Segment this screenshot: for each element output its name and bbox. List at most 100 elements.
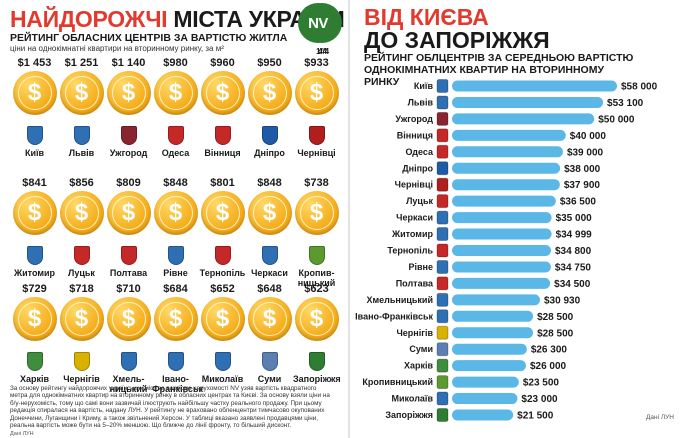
bar (452, 129, 566, 141)
left-footnote: За основу рейтингу найдорожчих українськ… (10, 385, 330, 430)
city-crest-icon (73, 352, 90, 371)
city-crest-icon (214, 352, 231, 371)
panel-divider (348, 0, 350, 438)
city-crest-icon (436, 292, 449, 307)
city-crest-icon (436, 342, 449, 357)
dollar-coin-icon: $ (12, 191, 57, 235)
bar-category-label: Хмельницький (366, 295, 433, 305)
dollar-coin-icon: $ (106, 71, 151, 115)
bar-value-label: $23 500 (523, 378, 560, 389)
city-crest-icon (26, 352, 43, 371)
city-name-label: Дніпро (254, 148, 285, 158)
city-name-label: Черкаси (251, 268, 288, 278)
bar-category-label: Житомир (391, 229, 434, 239)
bar (452, 360, 526, 372)
coin-price-label: $718 (69, 283, 94, 295)
city-cell: $801 $ Тернопіль (199, 177, 246, 278)
right-title-line2: ДО ЗАПОРІЖЖЯ (364, 27, 550, 53)
bar-value-label: $28 500 (537, 312, 574, 323)
bar-category-label: Суми (409, 344, 433, 354)
dollar-coin-icon: $ (294, 191, 339, 235)
bar-category-label: Львів (408, 97, 434, 107)
city-cell: $623 $ Запоріжжя (293, 283, 341, 384)
bar (452, 261, 551, 273)
coin-price-label: $960 (210, 57, 235, 69)
city-crest-icon (261, 246, 278, 265)
city-crest-icon (436, 161, 449, 176)
bar (452, 96, 604, 108)
bar (452, 393, 518, 405)
city-cell: $950 $ Дніпро (246, 57, 293, 158)
city-cell: $648 $ Суми (246, 283, 293, 384)
coin-price-label: $1 140 (111, 57, 146, 69)
bar-category-label: Харків (404, 361, 434, 371)
bar-value-label: $34 800 (555, 246, 592, 257)
city-crest-icon (436, 276, 449, 291)
city-crest-icon (167, 246, 184, 265)
city-crest-icon (436, 408, 449, 422)
bar-value-label: $39 000 (567, 147, 604, 158)
bar (452, 113, 595, 125)
city-crest-icon (167, 126, 184, 145)
dollar-coin-icon: $ (294, 71, 339, 115)
city-crest-icon (26, 246, 43, 265)
coin-price-label: $841 (22, 177, 47, 189)
city-cell: $1 140 $ Ужгород (105, 57, 152, 158)
city-crest-icon (26, 126, 43, 145)
city-name-label: Чернігів (63, 374, 100, 384)
coin-price-label: $684 (163, 283, 188, 295)
city-crest-icon (120, 126, 137, 145)
coin-price-label: $856 (69, 177, 94, 189)
bar (452, 409, 514, 421)
dollar-coin-icon: $ (294, 297, 339, 341)
dollar-coin-icon: $ (200, 297, 245, 341)
city-crest-icon (436, 259, 449, 274)
city-cell: $809 $ Полтава (105, 177, 152, 278)
dollar-coin-icon: $ (247, 71, 292, 115)
bar-value-label: $34 999 (556, 230, 593, 241)
bar-value-label: $26 300 (531, 345, 568, 356)
right-source: Дані ЛУН (646, 414, 674, 421)
bar-value-label: $34 750 (555, 262, 592, 273)
bar-value-label: $37 900 (564, 180, 601, 191)
bar (452, 245, 551, 256)
coin-price-label: $738 (304, 177, 329, 189)
dollar-coin-icon: $ (12, 71, 57, 115)
city-name-label: Одеса (161, 148, 190, 158)
bar-value-label: $30 930 (544, 295, 581, 306)
bar-value-label: $34 500 (554, 279, 591, 290)
city-crest-icon (214, 246, 231, 265)
city-name-label: Вінниця (204, 148, 241, 158)
city-crest-icon (436, 144, 449, 159)
city-name-label: Полтава (109, 268, 148, 278)
right-page-indicator: 4/4 (318, 47, 330, 56)
coin-price-label: $980 (163, 57, 188, 69)
dollar-coin-icon: $ (59, 297, 104, 341)
bar-value-label: $36 500 (560, 197, 597, 208)
city-crest-icon (436, 309, 449, 324)
bar-category-label: Черкаси (396, 213, 433, 223)
left-source: Дані ЛУН (10, 431, 34, 437)
city-crest-icon (261, 352, 278, 371)
bar-category-label: Чернівці (395, 180, 433, 190)
city-cell: $1 453 $ Київ (11, 57, 58, 158)
city-crest-icon (167, 352, 184, 371)
coin-price-label: $933 (304, 57, 329, 69)
left-page-indicator: 1/4 (316, 47, 328, 56)
bar-chart: Київ $58 000 Львів $53 100 Ужгород $50 000 Він… (355, 79, 658, 422)
city-cell: $933 $ Чернівці (293, 57, 340, 158)
bar-category-label: Київ (414, 81, 434, 91)
bar-value-label: $40 000 (570, 131, 607, 142)
city-crest-icon (436, 128, 449, 143)
dollar-coin-icon: $ (59, 71, 104, 115)
bar-category-label: Чернігів (396, 328, 433, 338)
bar-category-label: Івано-Франківськ (355, 311, 433, 321)
city-crest-icon (436, 177, 449, 192)
bar (452, 212, 552, 224)
bar-value-label: $28 500 (537, 328, 574, 339)
city-cell: $652 $ Миколаїв (199, 283, 246, 384)
dollar-coin-icon: $ (153, 71, 198, 115)
city-crest-icon (261, 126, 278, 145)
city-name-label: Кропив-ницький (297, 268, 336, 288)
city-cell: $848 $ Черкаси (246, 177, 293, 278)
